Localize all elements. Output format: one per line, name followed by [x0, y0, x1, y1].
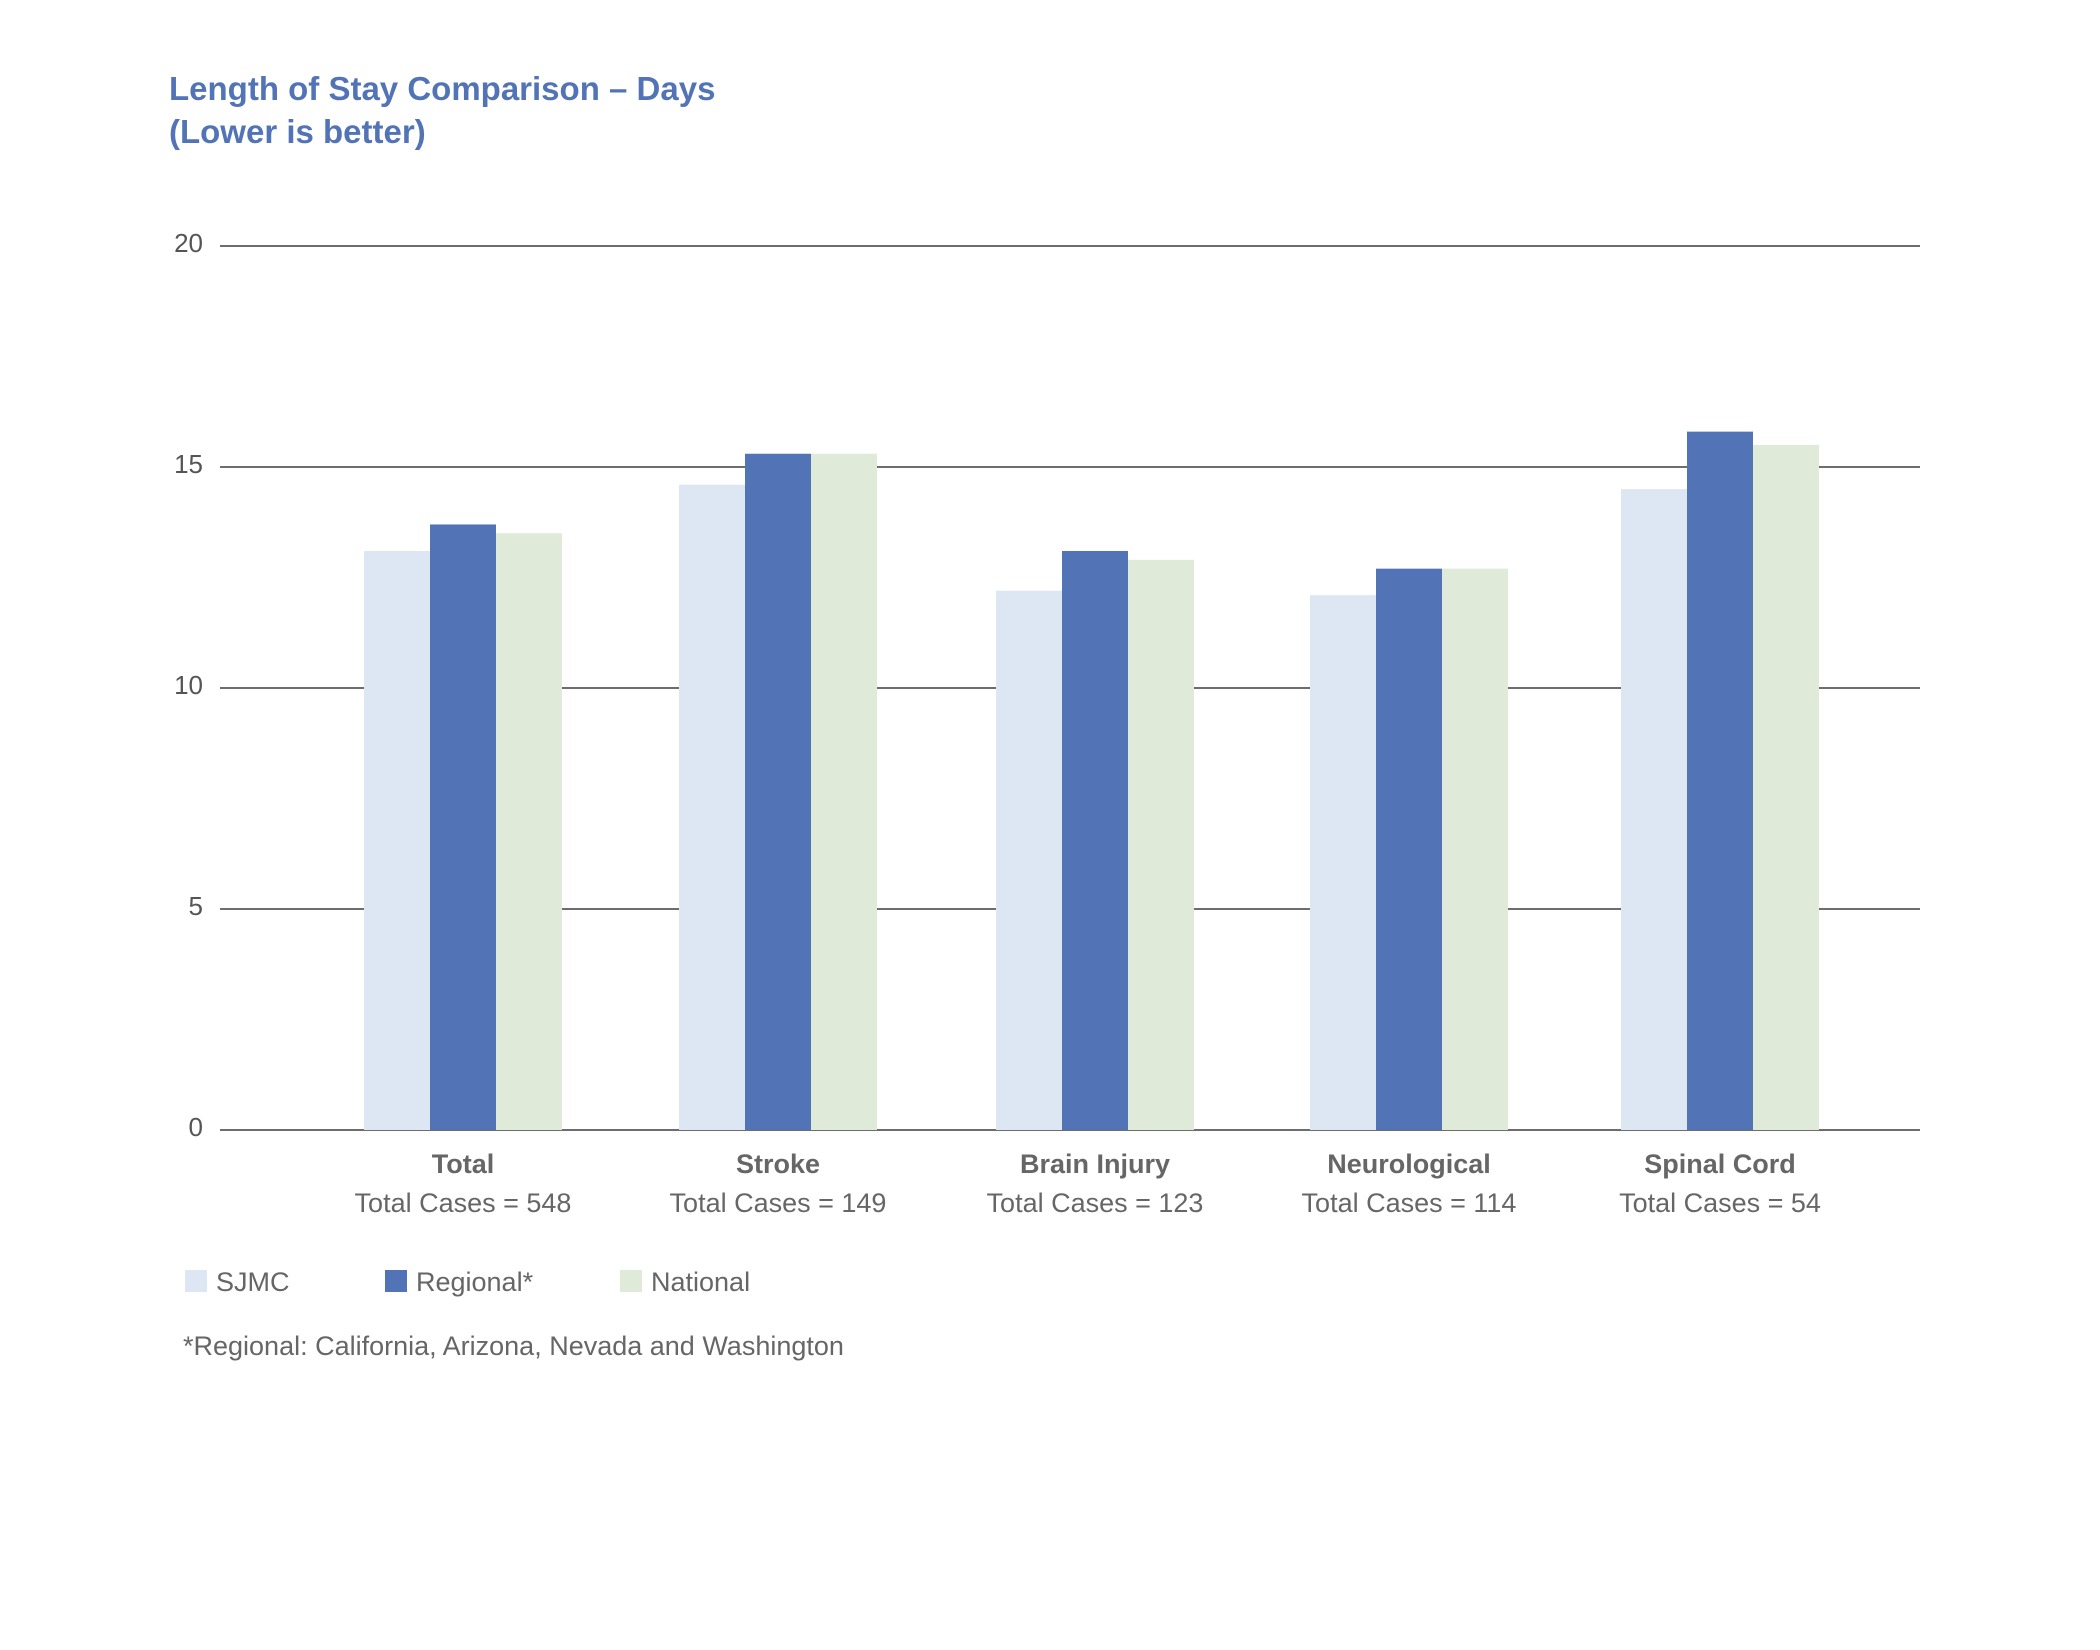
chart-subtitle: (Lower is better) [169, 113, 426, 150]
x-tick-label: Stroke [736, 1149, 820, 1179]
legend-swatch [620, 1270, 642, 1292]
y-tick-label: 0 [189, 1112, 203, 1142]
bar-regional [1376, 568, 1442, 1130]
y-tick-label: 15 [174, 449, 203, 479]
bar-sjmc [1310, 595, 1376, 1130]
x-tick-label: Neurological [1327, 1149, 1491, 1179]
legend-label: National [651, 1267, 750, 1297]
footnote: *Regional: California, Arizona, Nevada a… [183, 1331, 844, 1361]
x-tick-sublabel: Total Cases = 54 [1619, 1188, 1821, 1218]
bar-sjmc [1621, 489, 1687, 1131]
x-tick-sublabel: Total Cases = 114 [1302, 1188, 1517, 1218]
bar-national [1753, 444, 1819, 1130]
bar-regional [430, 524, 496, 1130]
x-tick-label: Spinal Cord [1644, 1149, 1796, 1179]
legend-swatch [385, 1270, 407, 1292]
x-tick-sublabel: Total Cases = 548 [355, 1188, 572, 1218]
y-tick-label: 5 [189, 891, 203, 921]
x-tick-label: Brain Injury [1020, 1149, 1170, 1179]
y-tick-label: 10 [174, 670, 203, 700]
bar-regional [1062, 550, 1128, 1130]
x-tick-sublabel: Total Cases = 149 [670, 1188, 887, 1218]
bar-regional [1687, 431, 1753, 1130]
chart-title: Length of Stay Comparison – Days [169, 70, 715, 107]
bar-national [496, 533, 562, 1130]
bar-national [811, 453, 877, 1130]
legend-swatch [185, 1270, 207, 1292]
bar-sjmc [996, 590, 1062, 1130]
x-tick-label: Total [432, 1149, 495, 1179]
x-tick-sublabel: Total Cases = 123 [987, 1188, 1204, 1218]
y-tick-label: 20 [174, 228, 203, 258]
legend-label: Regional* [416, 1267, 534, 1297]
bar-sjmc [364, 550, 430, 1130]
bar-national [1442, 568, 1508, 1130]
legend-label: SJMC [216, 1267, 290, 1297]
bar-national [1128, 559, 1194, 1130]
bar-sjmc [679, 484, 745, 1130]
bar-regional [745, 453, 811, 1130]
